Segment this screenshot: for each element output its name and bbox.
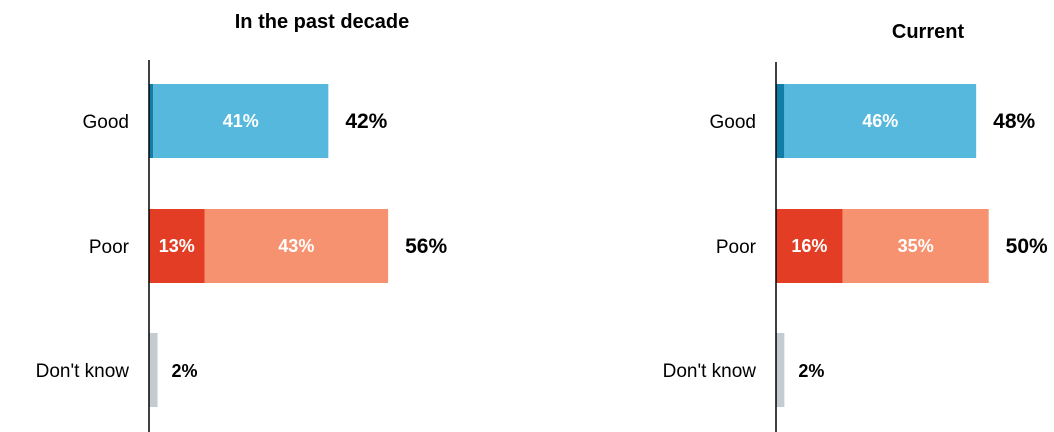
chart-title: In the past decade xyxy=(235,11,410,33)
bar-total-label: 2% xyxy=(798,361,824,381)
bar-segment xyxy=(149,209,205,283)
bar-total-label: 42% xyxy=(345,110,387,133)
bar-segment xyxy=(776,209,843,283)
category-label: Poor xyxy=(716,237,757,258)
category-label: Good xyxy=(83,112,129,133)
segment-label: 43% xyxy=(278,236,314,256)
bar-segment xyxy=(153,84,329,158)
bar-total-label: 56% xyxy=(405,235,447,258)
segment-label: 13% xyxy=(159,236,195,256)
bar-segment xyxy=(204,209,389,283)
category-label: Good xyxy=(710,112,756,133)
bar-segment xyxy=(776,84,785,158)
bar-total-label: 48% xyxy=(993,110,1035,133)
bar-segment xyxy=(149,333,158,407)
bar-segment xyxy=(784,84,977,158)
segment-label: 35% xyxy=(898,236,934,256)
segment-label: 41% xyxy=(223,111,259,131)
segment-label: 16% xyxy=(791,236,827,256)
category-label: Don't know xyxy=(663,361,757,382)
bar-segment xyxy=(149,84,154,158)
bar-total-label: 50% xyxy=(1006,235,1048,258)
bar-segment xyxy=(776,333,785,407)
chart-title: Current xyxy=(892,21,965,43)
bar-total-label: 2% xyxy=(172,361,198,381)
category-label: Poor xyxy=(89,237,130,258)
category-label: Don't know xyxy=(36,361,130,382)
bar-segment xyxy=(842,209,989,283)
segment-label: 46% xyxy=(862,111,898,131)
